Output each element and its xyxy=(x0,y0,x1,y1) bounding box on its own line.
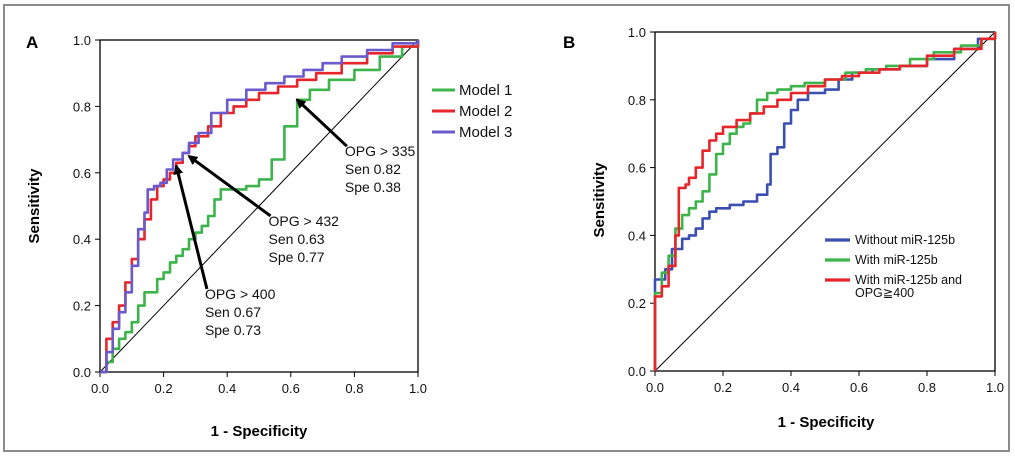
panel-b-x-tick-label: 0.2 xyxy=(714,380,732,395)
panel-a-x-tick-label: 1.0 xyxy=(409,381,427,396)
panel-a-y-tick-label: 1.0 xyxy=(73,33,91,48)
panel-a-series-line-3 xyxy=(100,40,420,374)
annotation-text-2: OPG > 432 Sen 0.63 Spe 0.77 xyxy=(269,213,340,265)
legend-label-b-1: Without miR-125b xyxy=(855,233,955,247)
annotation-text-3: OPG > 400 Sen 0.67 Spe 0.73 xyxy=(205,286,276,338)
panel-a-label: A xyxy=(26,33,38,52)
legend-label-model-1: Model 1 xyxy=(459,82,512,99)
panel-b-reference-diagonal xyxy=(654,31,996,372)
panel-b-y-tick-label: 0.8 xyxy=(628,93,646,108)
panel-a-y-tick-label: 0.2 xyxy=(73,299,91,314)
panel-b-y-tick-label: 0.4 xyxy=(628,228,646,243)
panel-a-series-line-1 xyxy=(100,40,420,374)
panel-a-plot-area xyxy=(99,39,419,373)
panel-b-label: B xyxy=(563,33,575,52)
panel-b-x-tick-label: 0.4 xyxy=(782,380,800,395)
panel-a-y-tick-label: 0.4 xyxy=(73,232,91,247)
panel-b-y-tick-label: 0.2 xyxy=(628,296,646,311)
panel-b-x-tick-label: 1.0 xyxy=(986,380,1004,395)
panel-b-plot-area xyxy=(654,31,996,372)
figure-frame xyxy=(3,4,1010,452)
panel-a: A 0.0 0.2 0.4 0.6 0.8 1.0 0.0 0.2 0.4 0.6 0.8 1.0 O… xyxy=(26,33,512,440)
legend-label-model-2: Model 2 xyxy=(459,103,512,120)
panel-b-y-tick-label: 0.0 xyxy=(628,364,646,379)
panel-b-x-tick-label: 0.8 xyxy=(918,380,936,395)
panel-b-series-line-3 xyxy=(653,32,997,371)
panel-b: B 0.0 0.2 0.4 0.6 0.8 1.0 0.0 0.2 0.4 0.6 0.8 1.0 1… xyxy=(563,25,1004,431)
panel-a-x-tick-label: 0.4 xyxy=(218,381,236,396)
annotation-arrow-2 xyxy=(187,154,272,218)
panel-a-legend: Model 1 Model 2 Model 3 xyxy=(432,82,512,141)
panel-a-y-tick-label: 0.6 xyxy=(73,166,91,181)
legend-label-b-3: With miR-125b and OPG≧400 xyxy=(855,273,962,300)
panel-a-y-tick-label: 0.8 xyxy=(73,99,91,114)
panel-b-x-axis-title: 1 - Specificity xyxy=(778,414,875,431)
panel-b-x-tick-label: 0.6 xyxy=(850,380,868,395)
annotation-arrow-1 xyxy=(295,98,348,148)
panel-a-x-axis-title: 1 - Specificity xyxy=(211,423,308,440)
panel-b-y-axis-title: Sensitivity xyxy=(591,162,608,238)
panel-b-y-tick-label: 0.6 xyxy=(628,161,646,176)
panel-b-y-tick-label: 1.0 xyxy=(628,25,646,40)
annotation-arrow-3 xyxy=(173,164,209,290)
panel-a-x-tick-label: 0.2 xyxy=(155,381,173,396)
panel-b-x-tick-label: 0.0 xyxy=(646,380,664,395)
panel-a-y-tick-label: 0.0 xyxy=(73,365,91,380)
panel-a-y-axis-title: Sensitivity xyxy=(26,168,43,244)
legend-label-b-2: With miR-125b xyxy=(855,253,938,267)
legend-label-model-3: Model 3 xyxy=(459,124,512,141)
panel-b-legend: Without miR-125b With miR-125b With miR-12… xyxy=(825,233,962,300)
panel-a-x-tick-label: 0.8 xyxy=(345,381,363,396)
annotation-text-1: OPG > 335 Sen 0.82 Spe 0.38 xyxy=(345,143,416,195)
panel-a-x-tick-label: 0.0 xyxy=(91,381,109,396)
panel-a-x-tick-label: 0.6 xyxy=(282,381,300,396)
